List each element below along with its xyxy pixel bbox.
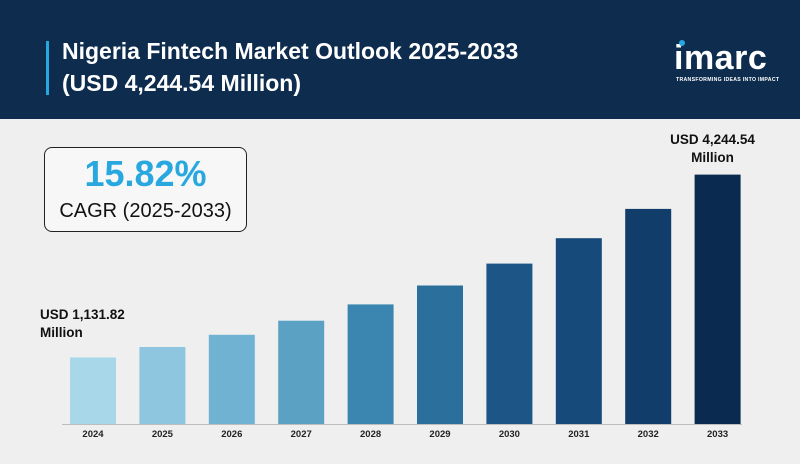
start-annotation-line-2: Million [40, 325, 83, 340]
end-value-annotation: USD 4,244.54 Million [655, 131, 770, 167]
start-annotation-line-1: USD 1,131.82 [40, 307, 125, 322]
bar-2029 [417, 285, 463, 424]
x-tick-label-2033: 2033 [707, 429, 728, 440]
x-tick-label-2027: 2027 [291, 429, 312, 440]
logo-tagline: TRANSFORMING IDEAS INTO IMPACT [676, 77, 780, 83]
x-tick-label-2026: 2026 [221, 429, 242, 440]
bar-2025 [139, 347, 186, 424]
end-annotation-line-2: Million [691, 150, 734, 165]
header-accent-bar [46, 41, 49, 95]
x-tick-label-2029: 2029 [429, 429, 450, 440]
cagr-label: CAGR (2025-2033) [59, 200, 232, 222]
bar-2031 [555, 238, 602, 424]
bar-2028 [347, 304, 394, 424]
title-line-2: (USD 4,244.54 Million) [62, 70, 302, 96]
imarc-logo: imarc TRANSFORMING IDEAS INTO IMPACT [674, 38, 784, 88]
bar-2033 [694, 174, 741, 424]
bar-2027 [278, 320, 325, 424]
end-annotation-line-1: USD 4,244.54 [670, 132, 755, 147]
x-tick-label-2028: 2028 [360, 429, 381, 440]
bar-2032 [625, 208, 672, 424]
bar-2030 [486, 263, 533, 424]
cagr-value: 15.82% [84, 153, 207, 194]
x-tick-label-2030: 2030 [499, 429, 520, 440]
x-tick-label-2031: 2031 [568, 429, 590, 440]
bar-chart: 2024 2025 2026 2027 2028 2029 2030 2031 2032 2033 [62, 174, 742, 440]
title-line-1: Nigeria Fintech Market Outlook 2025-2033 [62, 38, 519, 64]
bar-2024 [70, 357, 116, 424]
header-banner: Nigeria Fintech Market Outlook 2025-2033… [0, 0, 800, 119]
cagr-callout: 15.82% CAGR (2025-2033) [44, 147, 247, 232]
start-value-annotation: USD 1,131.82 Million [40, 306, 150, 342]
logo-dot-icon [679, 40, 685, 46]
bar-2026 [208, 334, 255, 424]
x-tick-label-2024: 2024 [82, 429, 104, 440]
x-tick-label-2032: 2032 [638, 429, 659, 440]
logo-wordmark: imarc [674, 39, 768, 77]
page-title: Nigeria Fintech Market Outlook 2025-2033… [62, 35, 518, 99]
x-tick-label-2025: 2025 [152, 429, 174, 440]
